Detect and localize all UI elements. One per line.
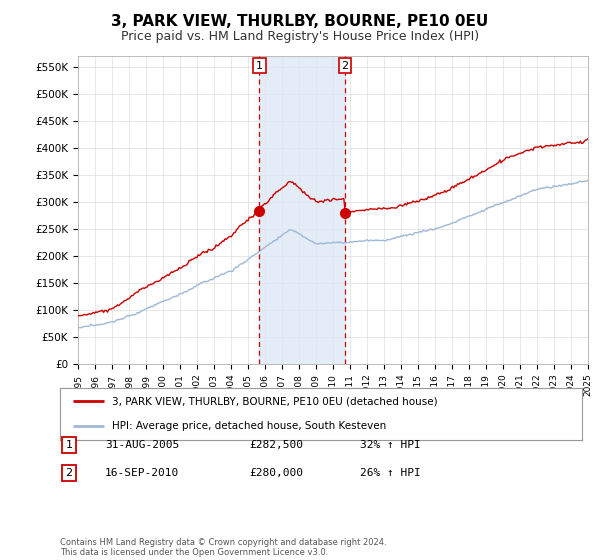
Text: £280,000: £280,000 bbox=[249, 468, 303, 478]
Text: Contains HM Land Registry data © Crown copyright and database right 2024.
This d: Contains HM Land Registry data © Crown c… bbox=[60, 538, 386, 557]
Text: 3, PARK VIEW, THURLBY, BOURNE, PE10 0EU: 3, PARK VIEW, THURLBY, BOURNE, PE10 0EU bbox=[112, 14, 488, 29]
Text: Price paid vs. HM Land Registry's House Price Index (HPI): Price paid vs. HM Land Registry's House … bbox=[121, 30, 479, 43]
Text: 3, PARK VIEW, THURLBY, BOURNE, PE10 0EU (detached house): 3, PARK VIEW, THURLBY, BOURNE, PE10 0EU … bbox=[112, 396, 438, 407]
Text: 1: 1 bbox=[65, 440, 73, 450]
Text: HPI: Average price, detached house, South Kesteven: HPI: Average price, detached house, Sout… bbox=[112, 421, 386, 431]
Text: 2: 2 bbox=[65, 468, 73, 478]
Text: 31-AUG-2005: 31-AUG-2005 bbox=[105, 440, 179, 450]
Text: 1: 1 bbox=[256, 60, 263, 71]
Text: 2: 2 bbox=[341, 60, 349, 71]
Text: £282,500: £282,500 bbox=[249, 440, 303, 450]
Text: 16-SEP-2010: 16-SEP-2010 bbox=[105, 468, 179, 478]
Text: 32% ↑ HPI: 32% ↑ HPI bbox=[360, 440, 421, 450]
Text: 26% ↑ HPI: 26% ↑ HPI bbox=[360, 468, 421, 478]
Bar bbox=[259, 56, 345, 364]
